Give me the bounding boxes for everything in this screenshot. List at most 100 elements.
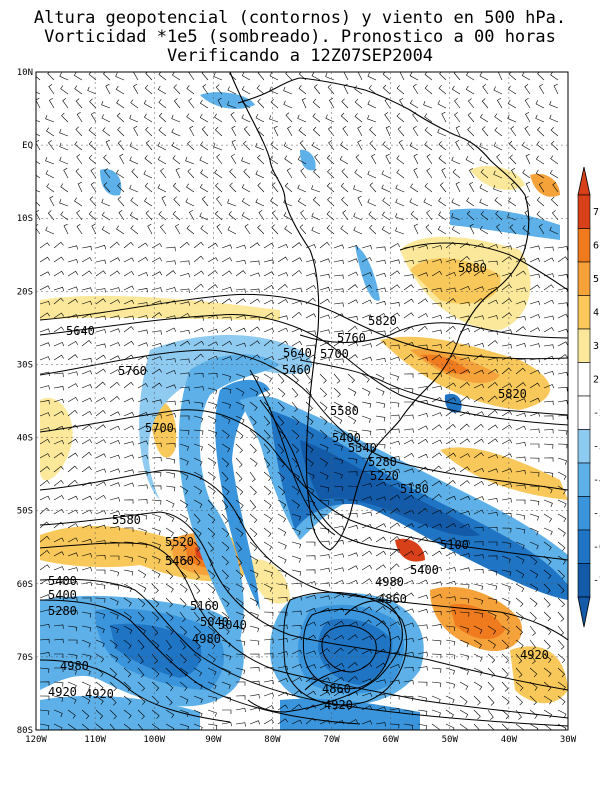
wind-barb [249, 597, 259, 606]
wind-barb [39, 412, 51, 417]
wind-barb [501, 709, 510, 720]
wind-barb [382, 84, 391, 95]
wind-barb [291, 401, 298, 412]
wind-barb [53, 372, 64, 377]
wind-barb [221, 527, 230, 538]
colorbar-level-label: -5 [593, 508, 600, 519]
wind-barb [389, 536, 400, 543]
wind-barb [529, 382, 540, 389]
wind-barb [67, 610, 78, 615]
wind-barb [529, 541, 539, 550]
wind-barb [515, 639, 524, 649]
wind-barb [459, 553, 471, 558]
wind-barb [277, 415, 285, 426]
wind-barb [179, 260, 190, 265]
wind-barb [375, 722, 386, 727]
wind-barb [424, 113, 433, 123]
wind-barb [81, 410, 93, 417]
wind-barb [207, 681, 217, 690]
wind-barb [207, 513, 216, 524]
wind-barb [277, 513, 287, 523]
wind-barb [459, 301, 470, 307]
wind-barb [193, 340, 205, 347]
wind-barb [403, 373, 414, 378]
wind-barb [39, 356, 51, 361]
wind-barb [515, 569, 525, 579]
contour-label: 5460 [282, 363, 311, 377]
wind-barb [479, 72, 489, 81]
wind-barb [557, 443, 568, 449]
wind-barb [347, 661, 358, 669]
wind-barb [431, 424, 442, 431]
wind-barb [403, 298, 414, 305]
wind-barb [95, 424, 106, 431]
wind-barb [341, 98, 349, 109]
wind-barb [525, 111, 531, 123]
wind-barb [473, 270, 484, 277]
contour-label: 5400 [48, 574, 77, 588]
wind-barb [487, 299, 499, 305]
wind-barb [39, 271, 51, 277]
wind-barb [319, 554, 330, 559]
wind-barb [557, 541, 566, 551]
wind-barb [299, 224, 307, 235]
wind-barb [151, 399, 162, 404]
wind-barb [319, 443, 329, 452]
wind-barb [193, 415, 204, 423]
wind-barb [123, 469, 134, 474]
wind-barb [39, 453, 51, 459]
wind-barb [109, 583, 120, 590]
wind-barb [543, 273, 554, 278]
wind-barb [199, 99, 209, 109]
wind-barb [530, 443, 540, 448]
wind-barb [109, 468, 121, 473]
wind-barb [487, 315, 499, 320]
wind-barb [375, 357, 386, 363]
wind-barb [193, 401, 204, 408]
wind-barb [277, 718, 288, 725]
wind-barb [431, 397, 443, 403]
wind-barb [249, 653, 260, 659]
wind-barb [81, 681, 91, 690]
wind-barb [487, 468, 499, 473]
wind-barb [319, 705, 331, 711]
shading-layer [36, 72, 568, 730]
wind-barb [186, 183, 195, 193]
wind-barb [193, 583, 201, 594]
wind-barb [67, 286, 79, 291]
wind-barb [143, 99, 153, 109]
wind-barb [249, 340, 260, 347]
wind-barb [439, 182, 447, 193]
wind-barb [354, 113, 363, 123]
contour-label: 4920 [48, 685, 77, 699]
lon-tick-label: 70W [323, 735, 340, 745]
wind-barb [81, 384, 93, 389]
wind-barb [53, 297, 64, 305]
wind-barb [137, 681, 146, 692]
wind-barb [137, 695, 146, 705]
wind-barb [145, 126, 153, 137]
wind-barb [39, 709, 50, 715]
wind-barb [487, 569, 498, 576]
wind-barb [445, 580, 457, 586]
wind-barb [297, 184, 307, 193]
wind-barb [459, 369, 471, 375]
wind-barb [291, 429, 300, 440]
wind-barb [179, 399, 190, 405]
wind-barb [119, 153, 125, 165]
wind-barb [263, 443, 271, 454]
wind-barb [263, 299, 275, 305]
wind-barb [143, 113, 153, 123]
wind-barb [179, 415, 190, 420]
wind-barb [137, 398, 149, 403]
wind-barb [319, 648, 330, 655]
wind-barb [235, 555, 243, 566]
wind-barb [333, 607, 345, 613]
wind-barb [109, 611, 119, 620]
wind-barb [257, 154, 265, 165]
wind-barb [249, 485, 257, 496]
wind-barb [417, 564, 428, 571]
wind-barb [221, 298, 232, 305]
wind-barb [277, 298, 289, 305]
lon-tick-label: 100W [143, 735, 165, 745]
